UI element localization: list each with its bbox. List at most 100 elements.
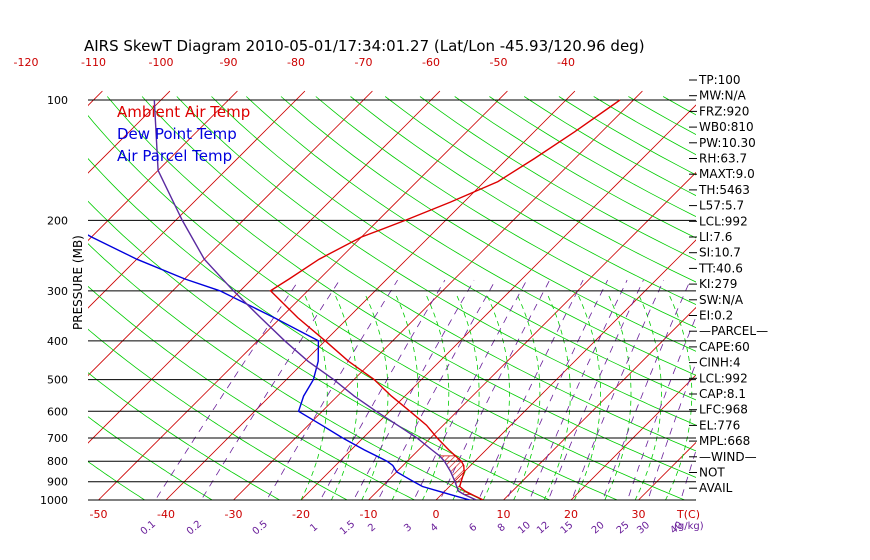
mixing-ratio-tick-label: 8: [496, 522, 508, 535]
mixing-ratio-tick-label: 0.2: [185, 519, 204, 538]
index-item: AVAIL: [699, 481, 733, 495]
dry-adiabat-line: [419, 96, 696, 261]
index-item: LFC:968: [699, 403, 748, 417]
index-item: SI:10.7: [699, 246, 741, 260]
mixing-ratio-line: [266, 279, 398, 500]
isotherm-line: [833, 91, 870, 508]
index-item: CINH:4: [699, 356, 741, 370]
index-item: CAPE:60: [699, 340, 750, 354]
index-item: —WIND—: [699, 450, 757, 464]
isotherm-line: [232, 90, 643, 500]
dewpoint-temp-line: [88, 234, 470, 500]
dry-adiabat-line: [88, 416, 214, 500]
mixing-ratio-tick-label: 2: [366, 522, 378, 535]
moist-adiabat-line: [513, 294, 541, 500]
index-item: —PARCEL—: [699, 324, 768, 338]
profile-series: [88, 99, 621, 500]
mixing-ratio-tick-label: 20: [590, 520, 607, 537]
dry-adiabat-line: [88, 115, 686, 500]
mixing-ratio-line: [413, 279, 528, 500]
index-item: TT:40.6: [698, 261, 743, 275]
pressure-tick-label: 900: [47, 476, 68, 489]
isotherm-line: [88, 90, 103, 107]
bottom-temp-tick-label: -50: [90, 508, 108, 521]
mixing-ratio-tick-label: 25: [615, 520, 632, 537]
pressure-tick-label: 400: [47, 335, 68, 348]
pressure-tick-label: 200: [47, 214, 68, 227]
bottom-temp-tick-label: 0: [433, 508, 440, 521]
chart-title: AIRS SkewT Diagram 2010-05-01/17:34:01.2…: [84, 37, 645, 55]
mixing-ratio-tick-label: 30: [635, 520, 652, 537]
top-temp-tick-label: -110: [81, 56, 106, 69]
index-item: CAP:8.1: [699, 387, 746, 401]
index-item: TH:5463: [698, 183, 750, 197]
moist-adiabat-line: [634, 294, 662, 500]
mixing-ratio-tick-label: 12: [535, 520, 552, 537]
index-item: SW:N/A: [699, 293, 744, 307]
index-item: KI:279: [699, 277, 737, 291]
dry-adiabat-line: [88, 372, 281, 500]
index-item: NOT: [699, 466, 725, 480]
isotherm-line: [88, 90, 238, 242]
isotherm-line: [435, 239, 696, 500]
pressure-tick-label: 300: [47, 285, 68, 298]
moist-adiabat-line: [482, 294, 510, 500]
index-item: FRZ:920: [699, 104, 749, 118]
bottom-temp-tick-label: 10: [497, 508, 511, 521]
ambient-temp-line: [269, 99, 621, 500]
index-item: EL:776: [699, 418, 740, 432]
index-item: EI:0.2: [699, 309, 733, 323]
top-temp-tick-label: -80: [287, 56, 305, 69]
mixing-ratio-tick-label: 3: [402, 522, 414, 535]
mixing-ratio-line: [200, 279, 340, 500]
index-item: LCL:992: [699, 371, 748, 385]
pressure-tick-label: 1000: [40, 494, 68, 507]
mixing-ratio-tick-label: 15: [559, 520, 576, 537]
top-temp-tick-label: -60: [422, 56, 440, 69]
isotherm-line: [570, 374, 696, 500]
index-item: MAXT:9.0: [699, 167, 755, 181]
mixing-ratio-tick-label: 1: [308, 522, 320, 535]
isobar-lines: [88, 99, 696, 501]
mixing-ratio-tick-label: 4: [429, 522, 441, 535]
moist-adiabat-line: [300, 294, 328, 500]
top-temp-tick-label: -70: [355, 56, 373, 69]
isotherm-line: [88, 90, 441, 444]
isotherm-line: [765, 91, 870, 508]
top-temp-tick-label: -90: [220, 56, 238, 69]
dry-adiabat-line: [280, 96, 696, 352]
pressure-tick-label: 700: [47, 432, 68, 445]
isotherm-line: [88, 90, 171, 174]
dry-adiabat-line: [767, 97, 870, 509]
index-item: TP:100: [698, 73, 741, 87]
dry-adiabat-line: [0, 97, 21, 509]
isotherm-line: [367, 171, 696, 500]
dry-adiabat-line: [88, 461, 146, 500]
legend-ambient: Ambient Air Temp: [117, 103, 250, 121]
moist-adiabat-line: [573, 294, 601, 500]
moist-adiabat-line: [422, 294, 450, 500]
dry-adiabat-line: [88, 158, 619, 500]
moist-adiabat-line: [665, 294, 693, 500]
dry-adiabat-line: [211, 96, 696, 401]
bottom-temp-tick-label: 30: [632, 508, 646, 521]
dry-adiabat-line: [315, 96, 696, 329]
mixing-ratio-line: [627, 315, 696, 500]
mixing-ratio-line: [319, 279, 446, 500]
dry-adiabat-line: [246, 96, 696, 376]
isotherm-line: [165, 90, 576, 500]
top-temp-tick-label: -40: [557, 56, 575, 69]
mixing-ratio-line: [154, 279, 300, 500]
mixing-ratio-unit: (g/kg): [674, 521, 704, 532]
dry-adiabat-line: [88, 285, 416, 500]
isotherm-line: [88, 90, 373, 377]
bottom-temp-tick-label: 20: [564, 508, 578, 521]
legend: Ambient Air Temp Dew Point Temp Air Parc…: [117, 103, 250, 165]
x-axis-label-bottom: T(C): [676, 508, 700, 521]
dry-adiabat-line: [106, 96, 696, 478]
dry-adiabat-line: [176, 96, 696, 426]
mixing-ratio-tick-label: 0.1: [139, 519, 158, 538]
legend-parcel: Air Parcel Temp: [117, 147, 232, 165]
